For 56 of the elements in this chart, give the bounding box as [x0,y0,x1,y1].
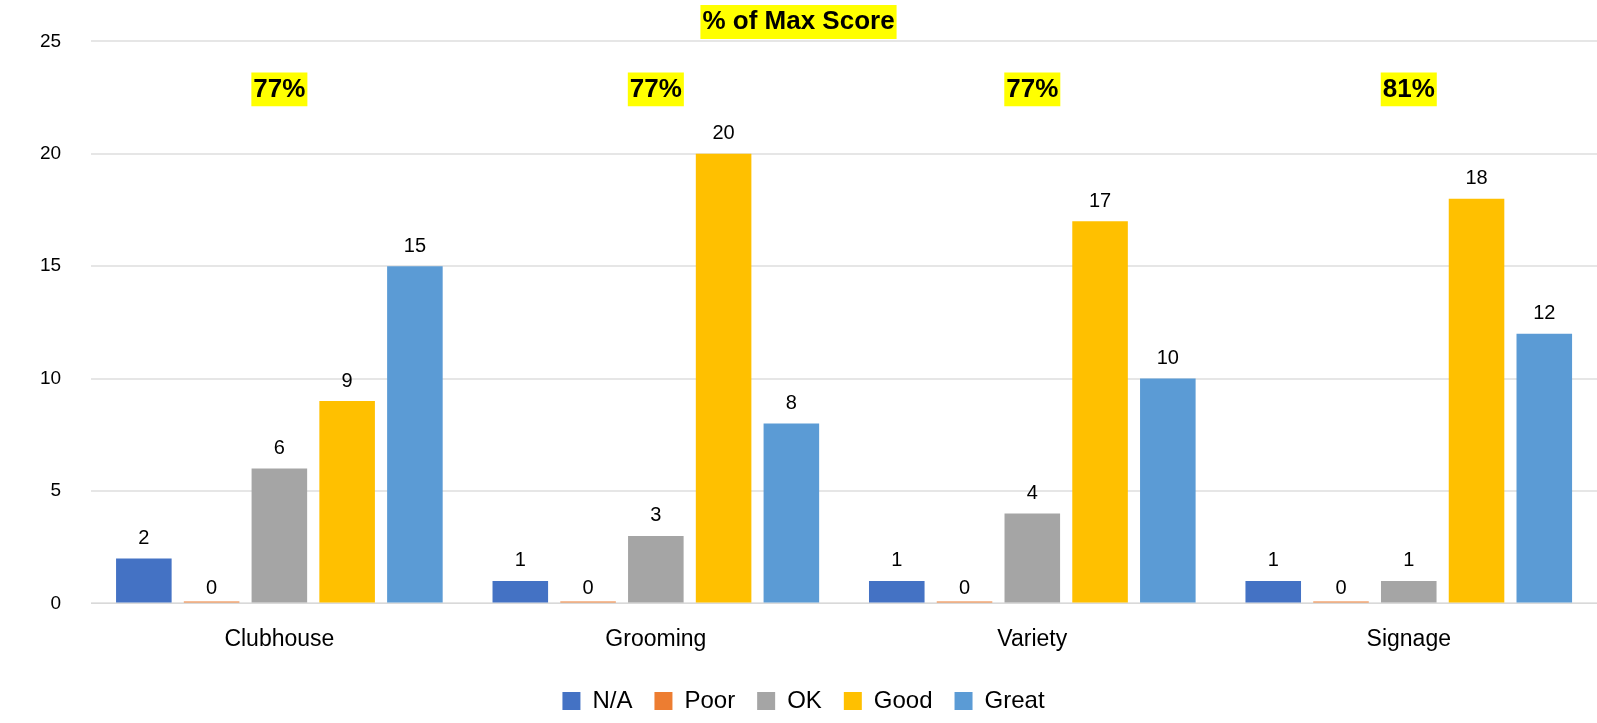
data-label: 2 [138,525,150,548]
bar [1516,333,1573,603]
data-label: 20 [712,121,735,144]
data-label: 15 [403,233,427,256]
legend-label: OK [787,685,822,713]
annotation: 77% [253,72,306,103]
bar [628,535,684,603]
data-label: 6 [273,436,285,459]
y-tick-label: 10 [39,366,62,388]
annotation: 77% [1006,72,1059,103]
data-label: 0 [1335,575,1347,598]
data-label: 3 [650,503,662,526]
annotation: 77% [629,72,682,103]
y-tick-label: 5 [50,479,62,501]
bar [1140,378,1196,603]
data-label: 0 [958,575,971,598]
legend-label: Great [984,685,1045,713]
bar [1072,221,1128,603]
chart-title: % of Max Score [702,5,895,36]
bar [251,468,308,603]
data-label: 1 [1403,548,1415,571]
bar [387,266,443,603]
legend-label: Good [873,685,933,713]
data-label: 18 [1465,166,1488,189]
bar [1004,513,1061,603]
bar [1380,580,1437,603]
data-label: 0 [206,575,218,598]
y-tick-label: 15 [39,254,62,276]
bar [319,401,375,603]
legend-label: Poor [684,685,736,713]
legend-label: N/A [592,685,633,713]
data-label: 9 [341,368,353,391]
bar [695,153,752,603]
y-tick-label: 25 [39,29,62,51]
bar [1245,580,1302,603]
y-tick-label: 0 [50,591,62,613]
data-label: 17 [1088,188,1112,211]
annotation: 81% [1382,72,1435,103]
bar [763,423,820,603]
data-label: 0 [582,575,594,598]
data-label: 10 [1156,346,1179,369]
data-label: 1 [891,548,903,571]
bar [492,580,549,603]
bar [1448,198,1505,603]
x-tick-label: Clubhouse [224,624,335,651]
data-label: 12 [1533,301,1556,324]
data-label: 4 [1026,481,1038,503]
data-label: 8 [785,391,797,414]
x-tick-label: Signage [1366,624,1451,651]
y-tick-label: 20 [39,142,62,164]
bar [868,580,925,603]
data-label: 1 [1267,548,1279,571]
data-label: 1 [514,548,526,571]
bar [116,558,172,603]
x-tick-label: Grooming [605,624,707,651]
x-tick-label: Variety [997,624,1068,651]
